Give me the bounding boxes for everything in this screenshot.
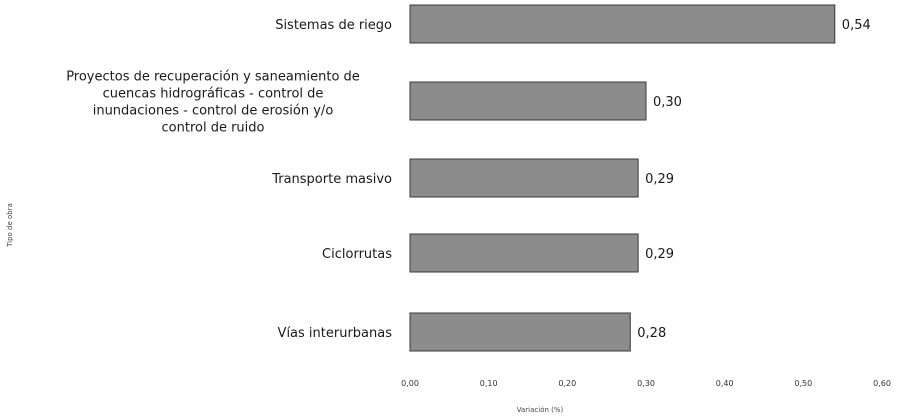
bar-1 (409, 81, 647, 121)
category-label-2: Transporte masivo (271, 172, 392, 187)
bars-layer (409, 4, 836, 352)
x-tick-label: 0,60 (873, 379, 891, 388)
x-tick-label: 0,20 (558, 379, 576, 388)
x-axis-ticks: 0,00 0,10 0,20 0,30 0,40 0,50 0,60 (401, 379, 891, 388)
bar-4 (409, 312, 631, 352)
value-label-1: 0,30 (653, 95, 682, 110)
category-label-0: Sistemas de riego (275, 18, 392, 33)
category-label-line: Proyectos de recuperación y saneamiento … (66, 70, 360, 85)
value-label-4: 0,28 (637, 326, 666, 341)
x-tick-label: 0,00 (401, 379, 419, 388)
y-axis-title: Tipo de obra (6, 203, 14, 248)
category-label-line: control de ruido (162, 121, 265, 136)
bar-2 (409, 158, 639, 198)
bar-3 (409, 233, 639, 273)
category-label-4: Vías interurbanas (278, 326, 393, 341)
x-tick-label: 0,10 (480, 379, 498, 388)
labels-layer: 0,54 Sistemas de riego 0,30 Proyectos de re… (66, 18, 871, 341)
category-label-line: inundaciones - control de erosión y/o (93, 104, 334, 119)
x-tick-label: 0,40 (716, 379, 734, 388)
x-tick-label: 0,50 (794, 379, 812, 388)
category-label-line: cuencas hidrográficas - control de (103, 87, 324, 102)
x-tick-label: 0,30 (637, 379, 655, 388)
category-label-1: Proyectos de recuperación y saneamiento … (66, 70, 360, 136)
x-axis-title: Variación (%) (517, 406, 564, 414)
value-label-2: 0,29 (645, 172, 674, 187)
category-label-3: Ciclorrutas (322, 247, 392, 262)
bar-0 (409, 4, 836, 44)
value-label-3: 0,29 (645, 247, 674, 262)
value-label-0: 0,54 (842, 18, 871, 33)
